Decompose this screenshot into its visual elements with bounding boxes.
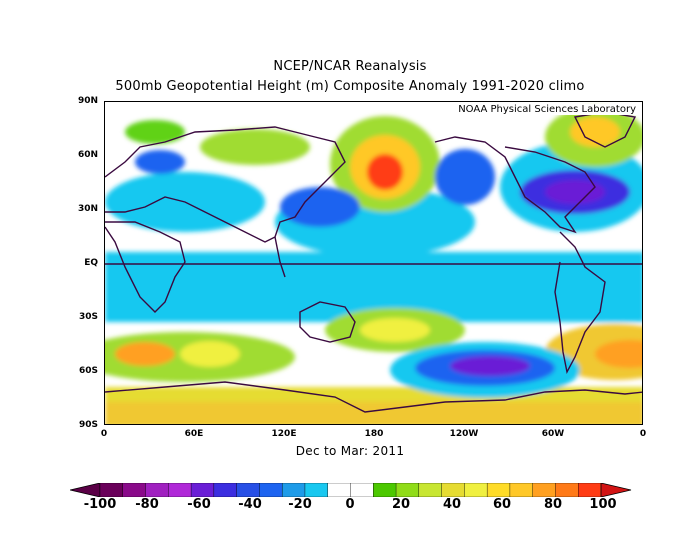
lon-label-0-west: 0 [100, 429, 108, 439]
colorbar-cell [464, 483, 488, 497]
colorbar-cell [304, 483, 329, 497]
colorbar-cell [190, 483, 215, 497]
africa-coast [105, 221, 186, 313]
colorbar-cell [418, 483, 442, 497]
southern-low-core [450, 356, 530, 376]
east-asia-low [280, 187, 360, 227]
colorbar-label-40: 40 [442, 497, 462, 512]
colorbar-cell [236, 483, 260, 497]
eurasia-coast [105, 126, 346, 243]
antarctica-coast [105, 381, 642, 413]
lon-label-60w: 60W [541, 429, 565, 439]
colorbar-cells [99, 483, 602, 497]
siberia-positive [200, 129, 310, 165]
south-atlantic-orange [115, 342, 175, 366]
colorbar-label-m80: -80 [135, 497, 159, 512]
coastlines [105, 111, 642, 413]
colorbar-cell [350, 483, 374, 497]
colorbar-cell [99, 483, 124, 497]
colorbar-cell [486, 483, 511, 497]
anomaly-map: NOAA Physical Sciences Laboratory [104, 101, 643, 425]
lat-label-30s: 30S [78, 312, 98, 322]
colorbar-label-20: 20 [391, 497, 411, 512]
colorbar-label-m100: -100 [83, 497, 117, 512]
map-canvas [105, 107, 642, 424]
lon-label-120w: 120W [449, 429, 479, 439]
south-pacific-yellow [360, 318, 430, 342]
colorbar [70, 483, 632, 497]
colorbar-cell [578, 483, 602, 497]
australia-coast [299, 301, 356, 343]
lon-label-120e: 120E [271, 429, 297, 439]
lab-credit: NOAA Physical Sciences Laboratory [456, 104, 638, 115]
lon-label-180: 180 [364, 429, 384, 439]
lat-label-eq: EQ [84, 258, 98, 268]
lon-label-60e: 60E [184, 429, 204, 439]
southeast-asia-coast [274, 236, 286, 278]
lat-label-90n: 90N [77, 96, 98, 106]
lat-label-30n: 30N [77, 204, 98, 214]
colorbar-cell [555, 483, 579, 497]
lat-label-60s: 60S [78, 366, 98, 376]
lat-label-90s: 90S [78, 420, 98, 430]
north-america-low-core [545, 180, 605, 204]
anomaly-field [105, 107, 642, 424]
colorbar-cell [281, 483, 306, 497]
south-indian-yellow [180, 341, 240, 367]
colorbar-cell [168, 483, 192, 497]
colorbar-label-100: 100 [589, 497, 617, 512]
antarctic-orange-band [105, 402, 642, 424]
colorbar-label-m40: -40 [238, 497, 262, 512]
colorbar-cell [373, 483, 397, 497]
title-line-1: NCEP/NCAR Reanalysis [273, 59, 427, 74]
colorbar-label-60: 60 [492, 497, 512, 512]
colorbar-max-arrow [600, 483, 632, 497]
north-america-coast [434, 136, 596, 234]
colorbar-cell [213, 483, 238, 497]
north-pacific-ridge-core [367, 154, 403, 190]
colorbar-cell [441, 483, 465, 497]
colorbar-label-0: 0 [345, 497, 355, 512]
colorbar-label-m60: -60 [187, 497, 211, 512]
colorbar-cell [509, 483, 534, 497]
colorbar-cell [395, 483, 420, 497]
european-low [135, 150, 185, 174]
title-line-2: 500mb Geopotential Height (m) Composite … [115, 79, 585, 94]
colorbar-label-m20: -20 [288, 497, 312, 512]
lat-label-60n: 60N [77, 150, 98, 160]
colorbar-label-80: 80 [543, 497, 563, 512]
period-label: Dec to Mar: 2011 [295, 444, 405, 458]
colorbar-cell [532, 483, 556, 497]
colorbar-cell [122, 483, 146, 497]
alaska-low [435, 149, 495, 205]
colorbar-min-arrow [70, 483, 101, 497]
europe-positive [125, 120, 185, 144]
colorbar-cell [327, 483, 351, 497]
greenland-core [570, 117, 620, 147]
south-america-coast [554, 231, 606, 375]
colorbar-cell [145, 483, 169, 497]
colorbar-cell [259, 483, 283, 497]
southeast-atlantic-orange [595, 340, 642, 368]
lon-label-0-east: 0 [639, 429, 647, 439]
